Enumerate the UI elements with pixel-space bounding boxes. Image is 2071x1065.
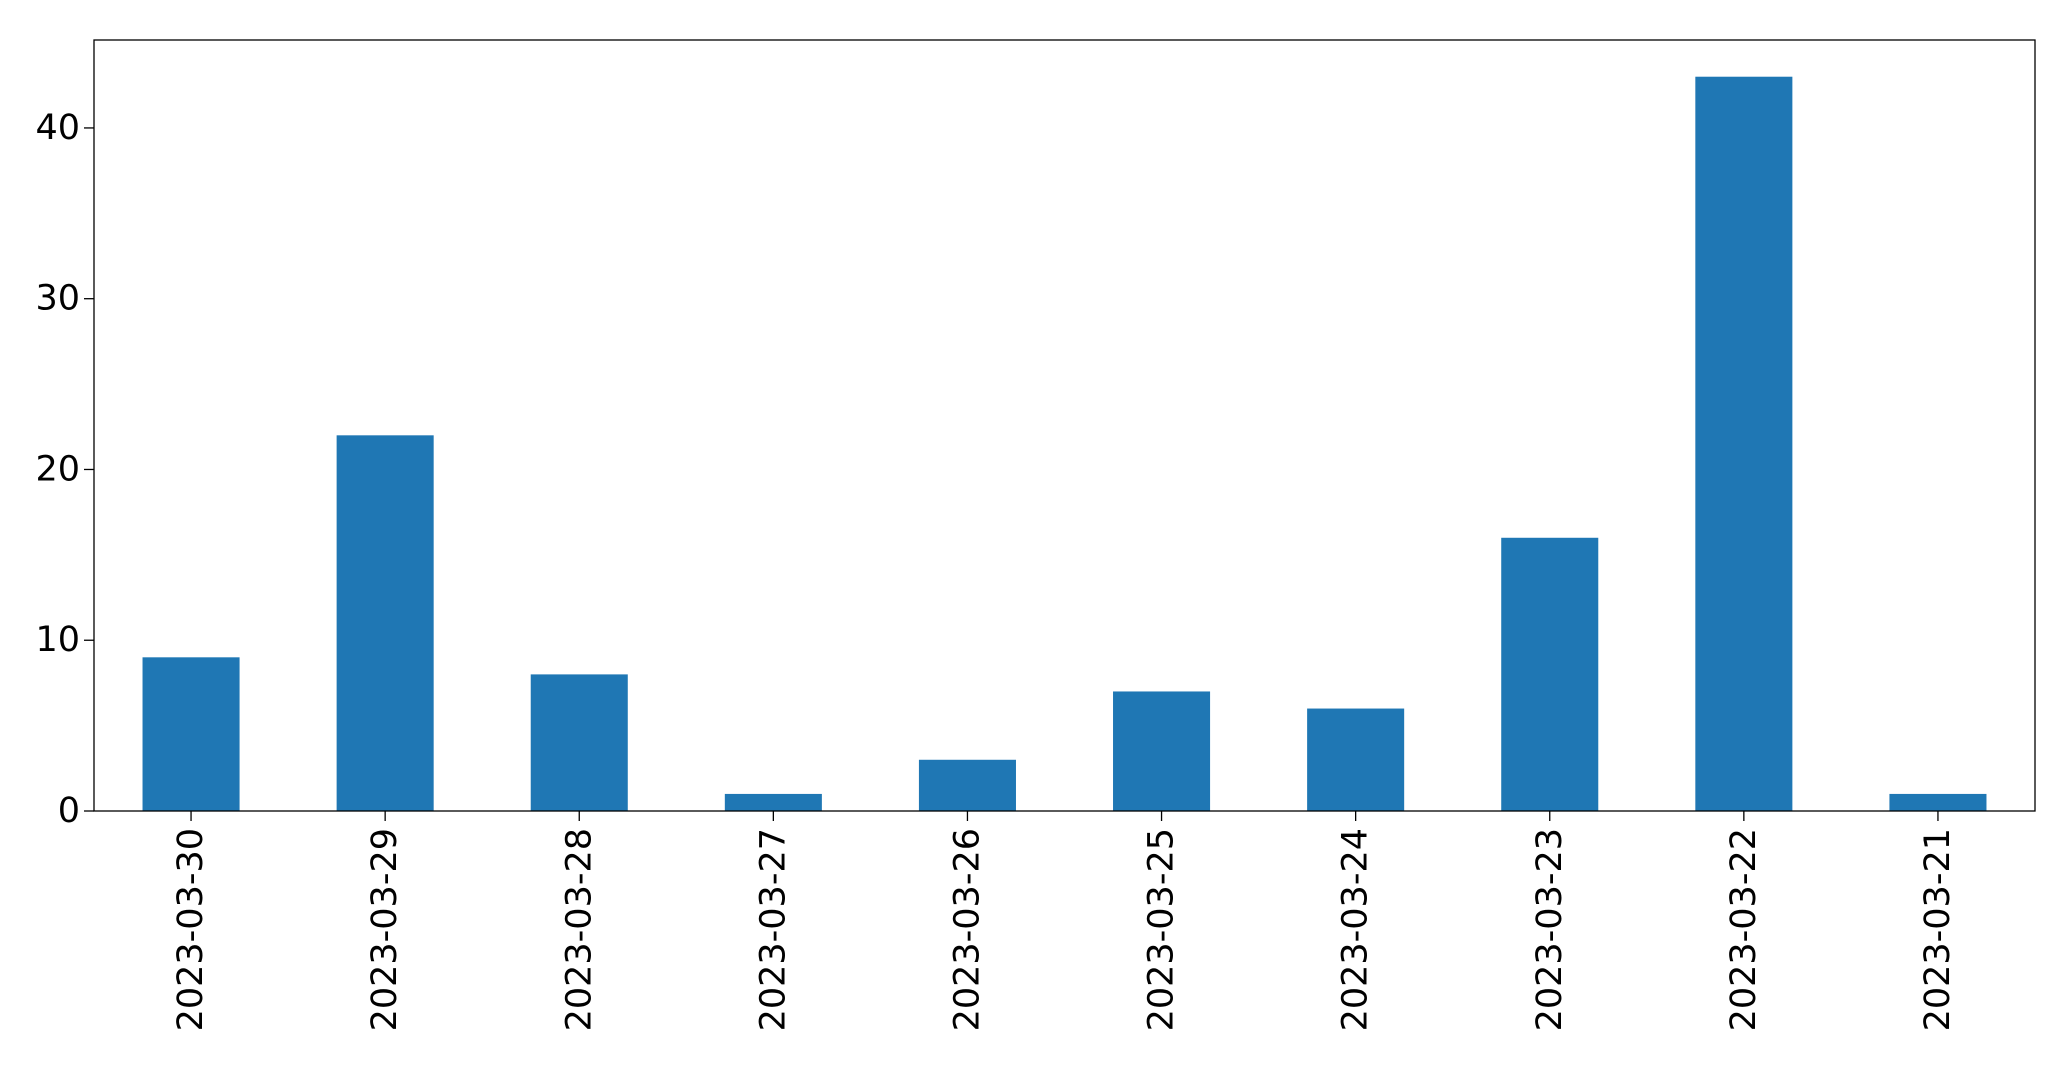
x-tick-label: 2023-03-27 bbox=[753, 828, 793, 1031]
bar-2023-03-23 bbox=[1501, 537, 1599, 811]
bar-2023-03-25 bbox=[1113, 691, 1211, 811]
y-tick-label: 20 bbox=[35, 449, 80, 489]
x-axis: 2023-03-30 2023-03-29 2023-03-28 2023-03-27… bbox=[171, 811, 1958, 1031]
x-tick-label: 2023-03-25 bbox=[1142, 828, 1182, 1031]
bars-layer bbox=[142, 76, 1987, 811]
bar-2023-03-27 bbox=[724, 793, 822, 811]
x-tick-label: 2023-03-24 bbox=[1336, 828, 1376, 1031]
y-tick-label: 10 bbox=[35, 620, 80, 660]
plot-frame bbox=[93, 39, 2036, 812]
x-tick-label: 2023-03-26 bbox=[947, 828, 987, 1031]
x-tick-label: 2023-03-21 bbox=[1918, 828, 1958, 1031]
bar-2023-03-29 bbox=[336, 435, 434, 811]
x-tick-label: 2023-03-28 bbox=[559, 828, 599, 1031]
y-tick-label: 30 bbox=[35, 279, 80, 319]
x-tick-label: 2023-03-29 bbox=[365, 828, 405, 1031]
x-tick-label: 2023-03-22 bbox=[1724, 828, 1764, 1031]
bar-2023-03-21 bbox=[1889, 793, 1987, 811]
y-tick-label: 40 bbox=[35, 108, 80, 148]
bar-2023-03-26 bbox=[918, 759, 1016, 811]
bar-2023-03-22 bbox=[1695, 76, 1793, 811]
bar-2023-03-24 bbox=[1307, 708, 1405, 811]
x-tick-label: 2023-03-30 bbox=[171, 828, 211, 1031]
bar-2023-03-28 bbox=[530, 674, 628, 811]
x-tick-label: 2023-03-23 bbox=[1530, 828, 1570, 1031]
bar-2023-03-30 bbox=[142, 657, 240, 811]
y-tick-label: 0 bbox=[58, 791, 80, 831]
y-axis: 0 10 20 30 40 bbox=[35, 108, 94, 831]
